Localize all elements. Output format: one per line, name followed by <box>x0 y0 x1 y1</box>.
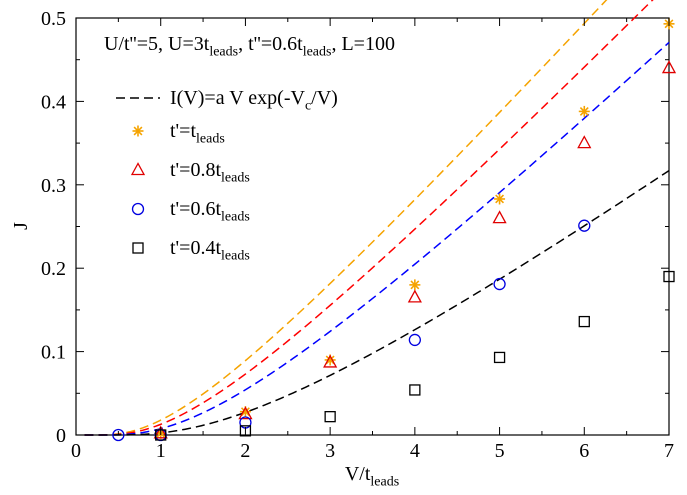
data-point-circle <box>408 333 422 347</box>
data-point-star <box>324 354 336 366</box>
fit-curve <box>84 0 608 436</box>
data-point-triangle <box>661 60 677 74</box>
fit-curve <box>84 41 670 436</box>
x-tick-label: 1 <box>156 440 166 462</box>
data-point-triangle <box>238 406 253 420</box>
legend-label: t'=0.6tleads <box>170 198 250 225</box>
legend-marker-triangle <box>130 162 146 176</box>
data-point-circle <box>112 428 125 442</box>
fit-curve <box>84 169 670 436</box>
annotation-text: U/t''=5, U=3tleads, t''=0.6tleads, L=100 <box>104 33 395 60</box>
y-axis-label: J <box>10 222 32 230</box>
y-tick-label: 0.1 <box>41 342 66 364</box>
y-tick-label: 0.3 <box>41 175 66 197</box>
tick-labels: 0 1 2 3 4 5 6 7 0 0.1 0.2 0.3 0.4 0.5 <box>41 8 674 462</box>
y-tick-label: 0.5 <box>41 8 66 30</box>
x-tick-label: 0 <box>71 440 81 462</box>
data-point-triangle <box>407 289 422 303</box>
data-point-square <box>578 315 590 328</box>
chart-annotation: U/t''=5, U=3tleads, t''=0.6tleads, L=100 <box>104 33 395 60</box>
plot-frame <box>75 17 670 436</box>
legend-fit-label: I(V)=a V exp(-Vc/V) <box>170 87 338 114</box>
data-point-triangle <box>323 354 338 368</box>
data-point-square <box>493 351 506 364</box>
fit-curve <box>84 0 654 436</box>
data-point-circle <box>578 219 591 232</box>
data-point-square <box>663 270 675 283</box>
legend: I(V)=a V exp(-Vc/V) t'=tleads t'=0.8tleads… <box>116 87 338 264</box>
data-point-star <box>239 406 251 418</box>
legend-label: t'=tleads <box>170 120 225 147</box>
x-tick-label: 4 <box>410 440 420 462</box>
x-tick-label: 7 <box>664 440 674 462</box>
x-tick-label: 5 <box>495 440 505 462</box>
x-tick-label: 2 <box>240 440 250 462</box>
x-tick-label: 3 <box>325 440 335 462</box>
y-tick-label: 0.4 <box>41 91 66 113</box>
data-point-square <box>239 425 252 437</box>
data-point-triangle <box>153 425 168 439</box>
data-point-star <box>494 193 506 205</box>
data-point-star <box>409 279 421 291</box>
y-tick-label: 0.2 <box>41 258 66 280</box>
fit-lines <box>84 0 670 436</box>
data-point-triangle <box>492 210 507 224</box>
y-tick-label: 0 <box>56 425 66 447</box>
legend-label: t'=0.4tleads <box>170 237 250 264</box>
data-point-star <box>578 105 590 117</box>
axis-ticks <box>75 17 670 436</box>
data-point-square <box>409 384 421 396</box>
axis-labels: V/tleads J <box>10 222 399 490</box>
data-point-triangle <box>577 135 592 149</box>
legend-label: t'=0.8tleads <box>170 159 250 186</box>
data-point-square <box>324 411 336 423</box>
data-markers <box>112 18 677 442</box>
legend-marker-circle <box>131 202 145 216</box>
x-axis-label: V/tleads <box>345 463 399 490</box>
legend-marker-star <box>132 125 144 137</box>
legend-marker-square <box>132 242 144 254</box>
x-tick-label: 6 <box>579 440 589 462</box>
data-point-circle <box>493 277 506 291</box>
